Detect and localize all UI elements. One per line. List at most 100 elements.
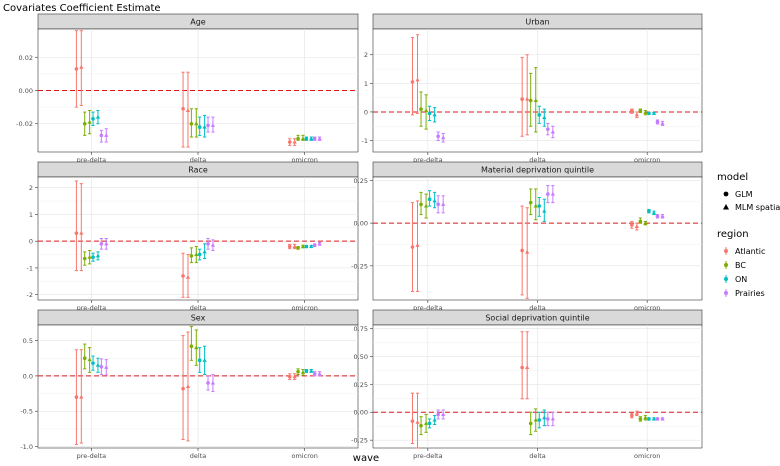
point-mlm-spatial <box>194 121 199 126</box>
point-mlm-spatial <box>525 96 530 101</box>
point-mlm-spatial <box>300 370 306 374</box>
point-glm <box>287 140 292 144</box>
legend-region-point <box>724 277 728 281</box>
point-glm <box>419 423 423 428</box>
point-glm <box>74 67 79 71</box>
legend: model GLM MLM spatial region Atlantic BC O… <box>717 172 780 298</box>
y-tick-label: -1 <box>27 264 33 272</box>
y-tick-label: 2 <box>29 184 33 192</box>
error-bar <box>520 57 524 137</box>
legend-model-title: model <box>717 172 748 183</box>
panel-age: Age -0.02 0.00 0.02 pre-delta delta omicron <box>16 13 359 164</box>
point-mlm-spatial <box>95 362 101 367</box>
point-glm <box>630 223 634 227</box>
panel-title: Material deprivation quintile <box>481 166 594 175</box>
point-mlm-spatial <box>79 64 84 69</box>
legend-mlm-key <box>723 204 729 210</box>
point-mlm-spatial <box>550 416 555 421</box>
point-glm <box>647 209 651 213</box>
point-glm <box>99 133 104 138</box>
point-mlm-spatial <box>525 365 530 369</box>
point-glm <box>296 246 300 250</box>
point-glm <box>410 419 415 423</box>
error-bar <box>74 180 78 272</box>
x-tick-label: pre-delta <box>77 156 106 164</box>
point-mlm-spatial <box>643 220 648 225</box>
panel-title: Social deprivation quintile <box>485 314 589 323</box>
point-glm <box>410 80 415 84</box>
x-axis-label: wave <box>353 453 379 464</box>
point-mlm-spatial <box>550 191 555 196</box>
point-mlm-spatial <box>634 411 639 415</box>
point-glm <box>312 243 317 247</box>
point-mlm-spatial <box>300 136 306 141</box>
point-mlm-spatial <box>542 415 547 420</box>
legend-region-point <box>724 291 728 295</box>
point-glm <box>638 417 643 421</box>
y-tick-label: -2 <box>27 291 33 299</box>
point-glm <box>91 116 95 121</box>
point-glm <box>287 244 292 249</box>
panel-title: Urban <box>525 18 549 27</box>
point-glm <box>436 134 440 139</box>
error-bar <box>415 34 420 114</box>
legend-mlm-label: MLM spatial <box>735 203 780 212</box>
point-mlm-spatial <box>423 203 429 208</box>
point-glm <box>82 121 87 126</box>
legend-region-on: ON <box>724 275 747 284</box>
point-mlm-spatial <box>202 358 207 362</box>
y-tick-label: 1 <box>364 80 368 88</box>
y-tick-label: -0.5 <box>20 408 33 416</box>
x-tick-label: delta <box>529 156 545 164</box>
point-glm <box>419 202 423 207</box>
point-mlm-spatial <box>432 417 437 422</box>
point-mlm-spatial <box>104 133 109 137</box>
point-mlm-spatial <box>533 203 538 208</box>
point-mlm-spatial <box>660 121 665 125</box>
point-glm <box>189 254 194 258</box>
point-mlm-spatial <box>317 371 322 376</box>
error-bar <box>525 54 529 136</box>
point-glm <box>520 248 524 253</box>
error-bar <box>520 331 524 400</box>
point-mlm-spatial <box>660 213 665 218</box>
point-glm <box>91 255 95 260</box>
panel-urban: Urban -1 0 1 2 pre-delta delta omicron <box>362 13 703 164</box>
point-glm <box>197 252 202 257</box>
y-tick-label: 1 <box>29 211 33 219</box>
y-tick-label: -0.02 <box>16 120 33 128</box>
y-tick-label: 0.00 <box>354 409 368 417</box>
x-tick-label: delta <box>190 304 206 312</box>
point-glm <box>312 136 317 141</box>
point-glm <box>528 200 533 205</box>
point-mlm-spatial <box>292 374 297 379</box>
point-mlm-spatial <box>651 210 657 215</box>
point-glm <box>181 386 185 391</box>
point-glm <box>427 111 432 116</box>
point-glm <box>528 98 533 103</box>
point-mlm-spatial <box>210 123 216 127</box>
point-mlm-spatial <box>87 254 92 259</box>
point-glm <box>197 358 202 363</box>
y-tick-label: -0.25 <box>351 262 368 270</box>
x-tick-label: pre-delta <box>77 304 106 312</box>
point-mlm-spatial <box>660 416 665 421</box>
point-glm <box>74 395 79 399</box>
legend-region-point <box>724 249 728 253</box>
point-mlm-spatial <box>634 224 639 229</box>
panel-sex: Sex -1.0 -0.5 0.0 0.5 pre-delta delta omicron <box>20 309 359 460</box>
legend-region-label: Atlantic <box>735 247 765 256</box>
point-mlm-spatial <box>79 394 84 399</box>
point-mlm-spatial <box>533 98 538 103</box>
point-mlm-spatial <box>550 129 555 134</box>
point-glm <box>410 245 415 249</box>
y-tick-label: 0.5 <box>23 337 33 345</box>
point-mlm-spatial <box>441 202 446 206</box>
point-mlm-spatial <box>194 345 199 350</box>
point-mlm-spatial <box>104 241 109 246</box>
x-tick-label: omicron <box>292 304 318 312</box>
legend-region-point <box>724 263 728 267</box>
point-glm <box>537 418 542 422</box>
y-tick-label: 0.0 <box>23 372 33 380</box>
